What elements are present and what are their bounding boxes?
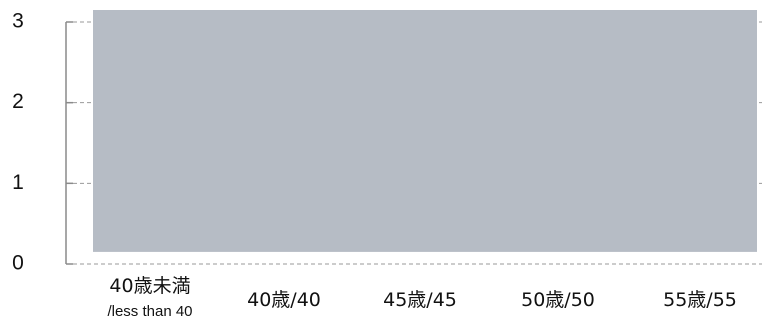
y-tick-label-3: 3 <box>12 10 24 33</box>
y-axis-ticks: 0 1 2 3 <box>12 10 73 275</box>
shaded-background-band <box>93 10 757 252</box>
x-axis-labels: 40歳未満/less than 40 40歳/40 45歳/45 50歳/50 55歳/… <box>107 275 736 320</box>
x-category-label-0: 40歳未満 <box>109 275 190 297</box>
y-tick-label-1: 1 <box>12 171 24 194</box>
x-category-label-4: 55歳/55 <box>663 289 737 311</box>
x-category-label-3: 50歳/50 <box>521 289 595 311</box>
x-category-label-1: 40歳/40 <box>247 289 321 311</box>
y-tick-label-2: 2 <box>12 90 24 113</box>
y-tick-label-0: 0 <box>12 252 24 275</box>
x-category-sublabel-0: /less than 40 <box>107 303 192 320</box>
x-category-label-2: 45歳/45 <box>383 289 457 311</box>
